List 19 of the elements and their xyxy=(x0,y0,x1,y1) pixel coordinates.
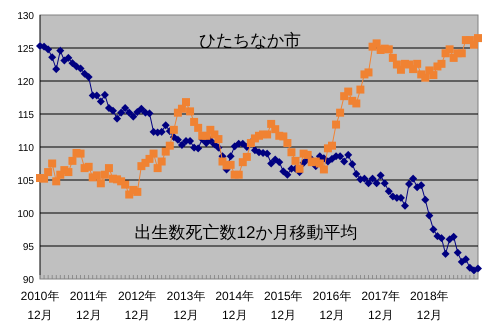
y-tick-label: 100 xyxy=(17,209,34,220)
x-tick-label: 2011年 12月 xyxy=(70,289,108,322)
y-tick-label: 105 xyxy=(17,176,34,187)
x-tick-label: 2015年 12月 xyxy=(264,289,303,322)
x-tick-label: 2017年 12月 xyxy=(361,289,400,322)
x-tick-label: 2013年 12月 xyxy=(166,289,206,322)
x-tick-label: 2018年 12月 xyxy=(410,289,449,322)
annotation: 出生数死亡数12か月移動平均 xyxy=(134,223,358,242)
x-tick-label: 2010年 12月 xyxy=(20,289,60,322)
y-tick-label: 130 xyxy=(17,11,34,22)
y-tick-label: 90 xyxy=(22,275,34,286)
x-tick-label: 2012年 12月 xyxy=(118,289,157,322)
y-tick-label: 125 xyxy=(17,44,34,55)
y-tick-label: 95 xyxy=(22,242,34,253)
y-tick-label: 120 xyxy=(17,77,34,88)
x-tick-label: 2014年 12月 xyxy=(215,289,254,322)
y-tick-label: 110 xyxy=(18,143,34,154)
y-tick-label: 115 xyxy=(18,110,34,121)
x-tick-label: 2016年 12月 xyxy=(312,289,352,322)
